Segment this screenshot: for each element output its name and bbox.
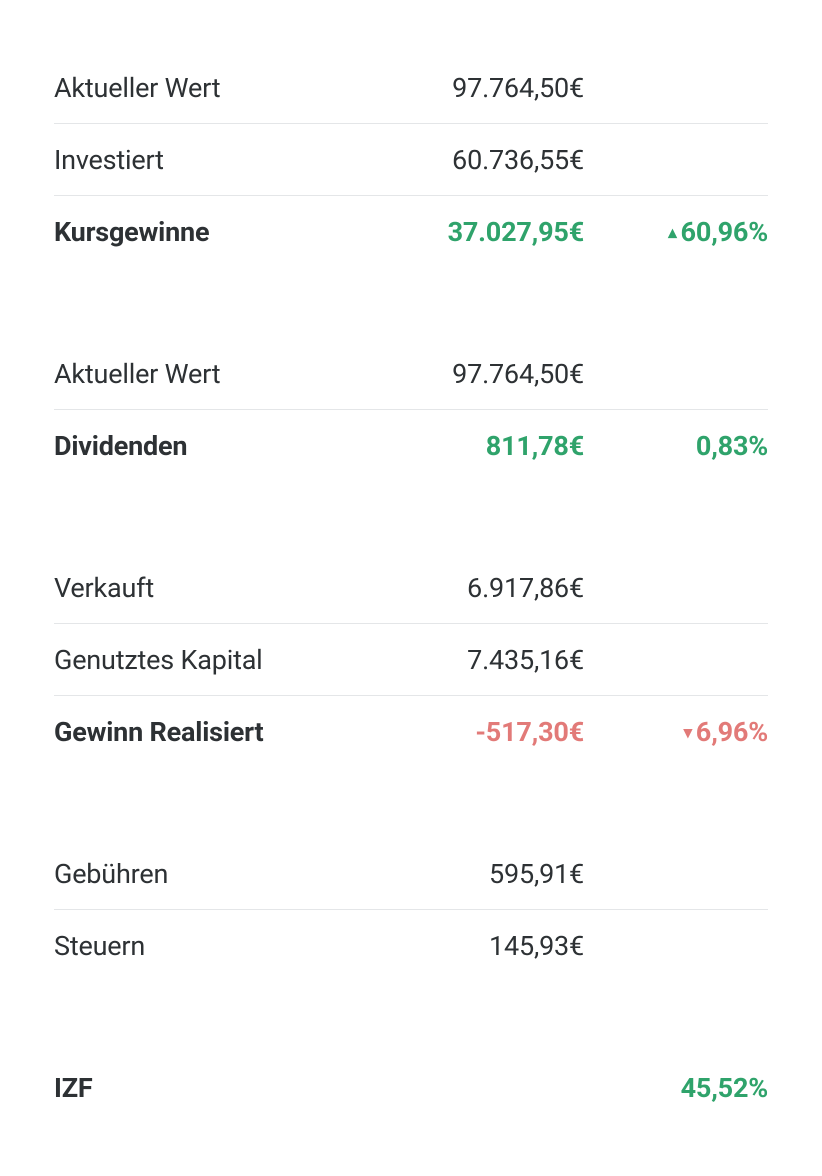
row-value: 97.764,50€ <box>354 358 584 390</box>
row-value: 97.764,50€ <box>354 72 584 104</box>
summary-row: Investiert60.736,55€ <box>54 124 768 196</box>
row-percent-value: 60,96% <box>681 216 768 248</box>
row-percent-value: 0,83% <box>696 430 768 462</box>
row-value: 60.736,55€ <box>354 144 584 176</box>
summary-group: Aktueller Wert97.764,50€Investiert60.736… <box>54 52 768 268</box>
row-value: 145,93€ <box>354 930 584 962</box>
row-percent-value: 45,52% <box>681 1072 768 1104</box>
row-label: Aktueller Wert <box>54 72 354 104</box>
row-value: 595,91€ <box>354 858 584 890</box>
summary-row: Gewinn Realisiert-517,30€▾6,96% <box>54 696 768 768</box>
summary-group: Aktueller Wert97.764,50€Dividenden811,78… <box>54 338 768 482</box>
row-percent: ▾6,96% <box>584 716 768 748</box>
up-arrow-icon: ▴ <box>668 225 676 242</box>
row-label: IZF <box>54 1072 354 1104</box>
summary-group: Gebühren595,91€Steuern145,93€ <box>54 838 768 982</box>
row-label: Genutztes Kapital <box>54 644 354 676</box>
row-value: 7.435,16€ <box>354 644 584 676</box>
summary-row: IZF 45,52% <box>54 1052 768 1124</box>
row-label: Gebühren <box>54 858 354 890</box>
portfolio-summary: Aktueller Wert97.764,50€Investiert60.736… <box>0 0 822 1176</box>
summary-row: Aktueller Wert97.764,50€ <box>54 52 768 124</box>
row-label: Kursgewinne <box>54 216 354 248</box>
row-label: Gewinn Realisiert <box>54 716 354 748</box>
row-label: Investiert <box>54 144 354 176</box>
summary-row: Aktueller Wert97.764,50€ <box>54 338 768 410</box>
row-label: Dividenden <box>54 430 354 462</box>
row-value: 37.027,95€ <box>354 216 584 248</box>
row-label: Steuern <box>54 930 354 962</box>
row-value: -517,30€ <box>354 716 584 748</box>
summary-row: Steuern145,93€ <box>54 910 768 982</box>
summary-group: IZF 45,52% <box>54 1052 768 1124</box>
row-label: Aktueller Wert <box>54 358 354 390</box>
row-label: Verkauft <box>54 572 354 604</box>
summary-row: Genutztes Kapital7.435,16€ <box>54 624 768 696</box>
row-percent: 45,52% <box>584 1072 768 1104</box>
row-percent: 0,83% <box>584 430 768 462</box>
summary-row: Kursgewinne37.027,95€ ▴ 60,96% <box>54 196 768 268</box>
row-value: 811,78€ <box>354 430 584 462</box>
row-percent: ▴ 60,96% <box>584 216 768 248</box>
summary-row: Gebühren595,91€ <box>54 838 768 910</box>
summary-row: Dividenden811,78€ 0,83% <box>54 410 768 482</box>
summary-row: Verkauft6.917,86€ <box>54 552 768 624</box>
row-percent-value: 6,96% <box>696 716 768 748</box>
down-arrow-icon: ▾ <box>684 725 692 742</box>
row-value: 6.917,86€ <box>354 572 584 604</box>
summary-group: Verkauft6.917,86€Genutztes Kapital7.435,… <box>54 552 768 768</box>
